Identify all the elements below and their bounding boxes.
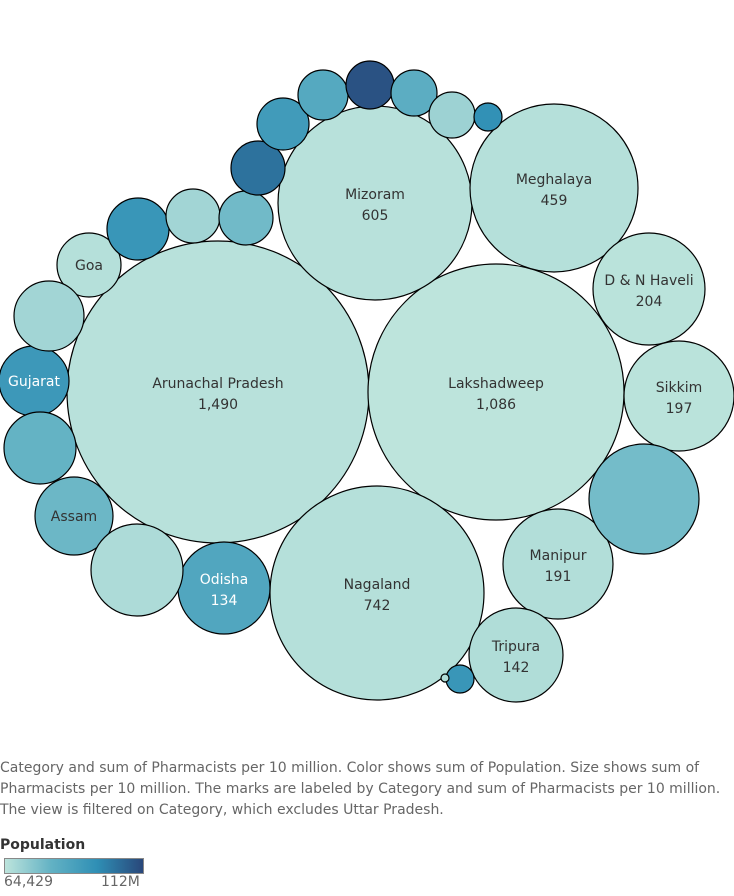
legend-gradient-bar (4, 858, 144, 874)
bubble-value-label: 204 (636, 294, 663, 310)
bubble-category-label: Manipur (530, 548, 587, 564)
bubble-circle-unlabeled-26[interactable] (473, 102, 503, 132)
bubble-lakshadweep[interactable]: Lakshadweep 1,086 (367, 263, 625, 521)
bubble-chart: Arunachal Pradesh 1,490 Lakshadweep 1,086 Na… (0, 60, 734, 703)
bubble-circle-unlabeled-14[interactable] (90, 523, 184, 617)
bubble-manipur[interactable]: Manipur 191 (502, 508, 614, 620)
bubble-unlabeled-15[interactable] (3, 411, 77, 485)
bubble-value-label: 134 (211, 593, 238, 609)
bubble-unlabeled-20[interactable] (230, 140, 286, 196)
bubble-unlabeled-14[interactable] (90, 523, 184, 617)
bubble-value-label: 742 (364, 598, 391, 614)
bubble-mizoram[interactable]: Mizoram 605 (277, 105, 473, 301)
bubble-category-label: D & N Haveli (604, 273, 693, 289)
legend-title: Population (0, 837, 86, 853)
bubble-category-label: Tripura (491, 639, 540, 655)
bubble-value-label: 142 (503, 660, 530, 676)
bubble-circle-unlabeled-13[interactable] (588, 443, 700, 555)
bubble-category-label: Arunachal Pradesh (152, 376, 283, 392)
legend-max-label: 112M (101, 874, 140, 890)
bubble-category-label: Assam (51, 509, 97, 525)
bubble-circle-unlabeled-20[interactable] (230, 140, 286, 196)
bubble-assam[interactable]: Assam (34, 476, 114, 556)
bubble-circle-unlabeled-17[interactable] (106, 197, 170, 261)
bubble-category-label: Meghalaya (516, 172, 592, 188)
bubble-category-label: Gujarat (8, 374, 61, 390)
bubble-goa[interactable]: Goa (56, 232, 122, 298)
bubble-unlabeled-21[interactable] (256, 97, 310, 151)
bubble-circle-unlabeled-25[interactable] (428, 91, 476, 139)
bubble-category-label: Goa (75, 258, 103, 274)
bubble-unlabeled-22[interactable] (297, 69, 349, 121)
bubble-unlabeled-24[interactable] (390, 69, 438, 117)
bubble-unlabeled-25[interactable] (428, 91, 476, 139)
bubble-category-label: Lakshadweep (448, 376, 544, 392)
bubble-value-label: 605 (362, 208, 389, 224)
bubble-circle-unlabeled-27[interactable] (445, 664, 475, 694)
bubble-category-label: Mizoram (345, 187, 405, 203)
legend-ticks: 64,429 112M (0, 874, 150, 892)
bubble-value-label: 459 (541, 193, 568, 209)
bubble-circle-unlabeled-18[interactable] (165, 188, 221, 244)
color-legend: Population 64,429 112M (0, 836, 160, 892)
bubble-circle-d-and-n-haveli[interactable] (592, 232, 706, 346)
bubble-category-label: Odisha (200, 572, 249, 588)
bubble-unlabeled-17[interactable] (106, 197, 170, 261)
bubble-circle-unlabeled-23[interactable] (345, 60, 395, 110)
bubble-circle-unlabeled-28[interactable] (440, 673, 450, 683)
chart-caption: Category and sum of Pharmacists per 10 m… (0, 760, 721, 818)
legend-min-label: 64,429 (4, 874, 53, 890)
bubble-gujarat[interactable]: Gujarat (0, 345, 70, 417)
bubble-circle-lakshadweep[interactable] (367, 263, 625, 521)
bubble-circle-assam[interactable] (34, 476, 114, 556)
bubble-arunachal-pradesh[interactable]: Arunachal Pradesh 1,490 (66, 240, 370, 544)
bubble-value-label: 1,490 (198, 397, 238, 413)
bubble-value-label: 1,086 (476, 397, 516, 413)
bubble-unlabeled-23[interactable] (345, 60, 395, 110)
bubble-unlabeled-13[interactable] (588, 443, 700, 555)
bubble-circle-tripura[interactable] (468, 607, 564, 703)
bubble-tripura[interactable]: Tripura 142 (468, 607, 564, 703)
bubble-unlabeled-27[interactable] (445, 664, 475, 694)
bubble-value-label: 191 (545, 569, 572, 585)
bubble-odisha[interactable]: Odisha 134 (177, 541, 271, 635)
bubble-circle-unlabeled-21[interactable] (256, 97, 310, 151)
bubble-circle-goa[interactable] (56, 232, 122, 298)
bubble-category-label: Sikkim (656, 380, 703, 396)
bubble-unlabeled-18[interactable] (165, 188, 221, 244)
bubble-circle-odisha[interactable] (177, 541, 271, 635)
bubble-nagaland[interactable]: Nagaland 742 (269, 485, 485, 701)
bubble-circle-unlabeled-22[interactable] (297, 69, 349, 121)
bubble-unlabeled-19[interactable] (218, 190, 274, 246)
bubble-unlabeled-28[interactable] (440, 673, 450, 683)
bubble-d-and-n-haveli[interactable]: D & N Haveli 204 (592, 232, 706, 346)
bubble-circle-manipur[interactable] (502, 508, 614, 620)
bubble-circle-sikkim[interactable] (623, 340, 734, 452)
bubble-sikkim[interactable]: Sikkim 197 (623, 340, 734, 452)
bubble-meghalaya[interactable]: Meghalaya 459 (469, 103, 639, 273)
bubble-circle-unlabeled-19[interactable] (218, 190, 274, 246)
bubble-unlabeled-16[interactable] (13, 280, 85, 352)
bubble-circle-unlabeled-16[interactable] (13, 280, 85, 352)
bubble-circle-meghalaya[interactable] (469, 103, 639, 273)
bubble-value-label: 197 (666, 401, 693, 417)
bubble-circle-unlabeled-15[interactable] (3, 411, 77, 485)
bubble-category-label: Nagaland (344, 577, 411, 593)
bubble-circle-unlabeled-24[interactable] (390, 69, 438, 117)
bubble-unlabeled-26[interactable] (473, 102, 503, 132)
